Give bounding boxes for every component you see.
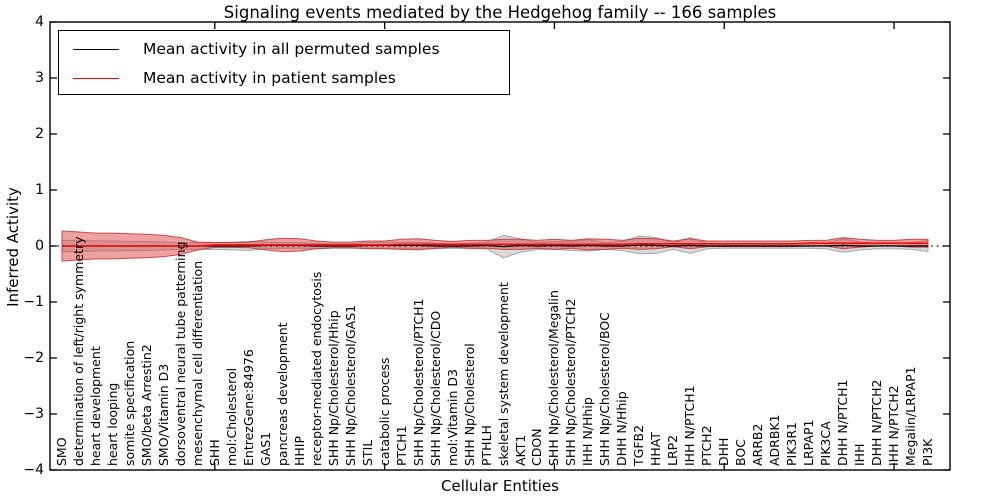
x-axis-label: Cellular Entities	[441, 477, 559, 495]
y-tick-label: 3	[35, 70, 44, 86]
x-tick-label: catabolic process	[376, 357, 392, 466]
x-tick-label: SHH	[206, 439, 222, 466]
x-tick-label: BOC	[733, 439, 749, 466]
x-tick-label: TGFB2	[631, 424, 647, 466]
legend-line-sample-red	[73, 77, 119, 79]
x-tick-label: somite specification	[121, 340, 137, 466]
x-tick-label: SMO/Vitamin D3	[155, 363, 171, 466]
x-tick-label: mesenchymal cell differentiation	[189, 260, 205, 466]
y-tick-label: −3	[23, 406, 44, 422]
legend-label: Mean activity in patient samples	[143, 69, 396, 87]
x-tick-label: HHAT	[648, 431, 664, 466]
x-tick-label: SMO	[54, 437, 69, 466]
x-tick-label: SHH Np/Cholesterol	[461, 343, 477, 466]
legend-label: Mean activity in all permuted samples	[143, 40, 440, 58]
x-tick-label: LRP2	[665, 434, 681, 466]
y-tick-label: 1	[35, 182, 44, 198]
x-tick-label: mol:Vitamin D3	[444, 369, 460, 466]
x-tick-label: IHH	[852, 443, 868, 467]
x-tick-label: SHH Np/Cholesterol/PTCH1	[410, 298, 426, 467]
x-tick-label: AKT1	[512, 434, 528, 466]
x-tick-label: SHH Np/Cholesterol/BOC	[597, 312, 613, 466]
x-tick-label: PIK3CA	[818, 421, 834, 466]
x-tick-label: DHH N/Hhip	[614, 391, 630, 466]
legend-entry-permuted: Mean activity in all permuted samples	[59, 35, 440, 63]
legend-box: Mean activity in all permuted samples Me…	[58, 30, 510, 95]
x-tick-label: STIL	[359, 439, 375, 466]
x-tick-label: PTCH2	[699, 425, 715, 466]
x-tick-label: SHH Np/Cholesterol/GAS1	[342, 304, 358, 466]
patient-mean-line	[62, 242, 928, 247]
x-tick-label: PTHLH	[478, 425, 494, 466]
x-tick-label: heart looping	[104, 382, 120, 466]
x-tick-label: PI3K	[920, 438, 935, 466]
x-tick-label: DHH	[716, 437, 732, 466]
legend-line-sample-black	[73, 48, 119, 50]
x-tick-label: GAS1	[257, 431, 273, 466]
x-tick-label: heart development	[87, 346, 103, 466]
x-tick-label: skeletal system development	[495, 282, 511, 466]
x-tick-label: LRPAP1	[801, 419, 817, 466]
x-tick-label: PTCH1	[393, 425, 409, 466]
x-tick-label: HHIP	[291, 435, 307, 466]
x-tick-label: pancreas development	[274, 322, 290, 466]
x-tick-label: ARRB2	[750, 423, 766, 466]
x-tick-label: determination of left/right symmetry	[71, 236, 86, 467]
x-tick-label: DHH N/PTCH1	[835, 379, 851, 466]
x-tick-label: EntrezGene:84976	[240, 349, 256, 466]
chart-title: Signaling events mediated by the Hedgeho…	[223, 3, 777, 22]
x-tick-label: dorsoventral neural tube patterning	[172, 241, 188, 467]
x-tick-label: DHH N/PTCH2	[869, 379, 885, 466]
x-tick-label: SHH Np/Cholesterol/Hhip	[325, 310, 341, 466]
y-tick-label: 4	[35, 14, 44, 30]
x-tick-label: mol:Cholesterol	[223, 367, 239, 466]
y-tick-label: −2	[23, 350, 44, 366]
x-tick-label: SHH Np/Cholesterol/CDO	[427, 310, 443, 466]
y-tick-label: 2	[35, 126, 44, 142]
x-tick-label: SHH Np/Cholesterol/Megalin	[546, 290, 562, 466]
x-tick-label: CDON	[529, 428, 545, 466]
legend-entry-patient: Mean activity in patient samples	[59, 64, 396, 92]
x-tick-label: IHH N/PTCH2	[886, 385, 902, 466]
x-tick-label: ADRBK1	[767, 414, 783, 466]
x-tick-label: PIK3R1	[784, 421, 800, 466]
x-tick-label: Megalin/LRPAP1	[903, 366, 918, 466]
y-tick-label: −4	[23, 462, 44, 478]
y-tick-label: −1	[23, 294, 44, 310]
x-tick-label: IHH N/PTCH1	[682, 385, 698, 466]
x-tick-label: IHH N/Hhip	[580, 397, 596, 466]
y-tick-label: 0	[35, 238, 44, 254]
x-tick-label: receptor-mediated endocytosis	[308, 271, 324, 466]
x-tick-label: SHH Np/Cholesterol/PTCH2	[563, 298, 579, 467]
x-tick-label: SMO/beta Arrestin2	[138, 344, 154, 466]
